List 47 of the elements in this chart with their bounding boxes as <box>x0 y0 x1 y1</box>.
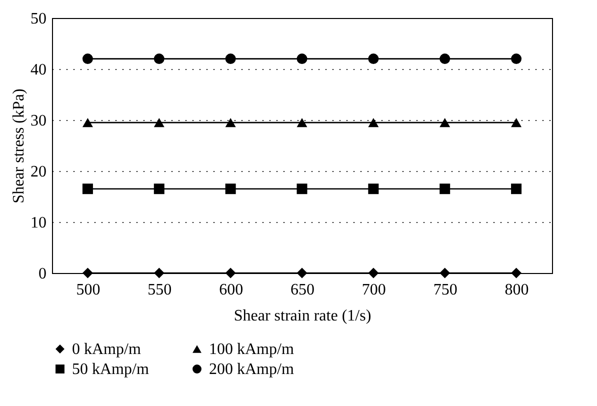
point <box>296 118 308 128</box>
x-tick-label: 750 <box>433 282 458 298</box>
point <box>82 184 93 194</box>
point <box>296 268 308 278</box>
point <box>154 268 164 278</box>
point <box>440 118 450 128</box>
point <box>368 118 379 128</box>
point <box>511 118 522 128</box>
x-axis-title: Shear strain rate (1/s) <box>234 308 372 324</box>
point <box>511 184 522 194</box>
point <box>82 54 93 64</box>
point <box>440 184 450 194</box>
y-tick-label: 30 <box>30 112 46 130</box>
point <box>511 54 522 64</box>
y-tick-label: 0 <box>38 266 46 282</box>
x-tick-label: 700 <box>362 282 386 298</box>
legend-label: 50 kAmp/m <box>72 361 150 378</box>
point <box>296 54 308 64</box>
legend-label: 0 kAmp/m <box>72 341 142 358</box>
y-tick-label: 50 <box>30 10 46 28</box>
point <box>82 268 93 278</box>
point <box>82 118 93 128</box>
point <box>368 54 379 64</box>
point <box>225 268 236 278</box>
x-tick-label: 800 <box>504 282 529 298</box>
y-tick-label: 20 <box>30 164 46 180</box>
point <box>225 184 236 194</box>
legend-label: 100 kAmp/m <box>209 341 294 358</box>
x-tick-label: 650 <box>290 282 314 298</box>
point <box>296 184 308 194</box>
point <box>225 118 236 128</box>
point <box>225 54 236 64</box>
y-axis-title: Shear stress (kPa) <box>10 88 28 204</box>
point <box>154 184 164 194</box>
x-tick-label: 600 <box>219 282 244 298</box>
point <box>368 184 379 194</box>
y-tick-label: 40 <box>30 62 46 78</box>
x-tick-label: 500 <box>76 282 100 298</box>
point <box>440 268 450 278</box>
y-tick-label: 10 <box>30 214 46 232</box>
point <box>154 118 164 128</box>
point <box>368 268 379 278</box>
x-tick-label: 550 <box>148 282 172 298</box>
legend-label: 200 kAmp/m <box>209 361 294 378</box>
point <box>154 54 164 64</box>
point <box>440 54 450 64</box>
point <box>511 268 522 278</box>
